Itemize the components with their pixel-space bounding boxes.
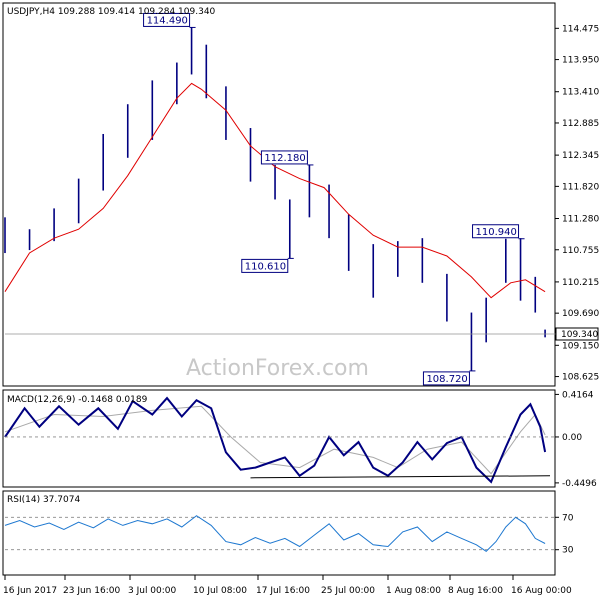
- macd-panel-title: MACD(12,26,9) -0.1468 0.0189: [7, 395, 148, 405]
- price-ytick-label-0: 114.475: [562, 24, 599, 34]
- rsi-line: [4, 515, 546, 552]
- price-ytick-label-11: 108.625: [562, 373, 599, 383]
- macd-support-trendline: [250, 475, 551, 479]
- price-ytick-label-6: 111.280: [562, 215, 599, 225]
- callout-label-4: 108.720: [426, 374, 467, 385]
- xtick-label-0: 16 Jun 2017: [3, 586, 57, 596]
- rsi-ytick-label-1: 30: [562, 546, 574, 556]
- callout-box-4: [422, 371, 470, 386]
- price-ytick-label-5: 111.820: [562, 182, 599, 192]
- price-ytick-label-2: 113.410: [562, 88, 599, 98]
- macd-layer: [4, 396, 555, 484]
- rsi-panel-title: RSI(14) 37.7074: [7, 495, 80, 505]
- macd-ytick-label-1: 0.00: [562, 433, 582, 443]
- macd-line: [4, 396, 547, 484]
- last-price-box: [555, 327, 599, 341]
- callout-label-3: 110.940: [476, 227, 517, 238]
- xtick-label-3: 10 Jul 08:00: [193, 586, 247, 596]
- macd-ytick-label-2: -0.4496: [562, 479, 597, 489]
- xtick-label-8: 16 Aug 00:00: [511, 586, 572, 596]
- price-ytick-label-7: 110.755: [562, 246, 599, 256]
- macd-ytick-label-0: 0.4164: [562, 390, 594, 400]
- price-ytick-label-9: 109.690: [562, 309, 599, 319]
- macd-panel-frame: [2, 389, 556, 488]
- price-ytick-label-4: 112.345: [562, 151, 599, 161]
- price-ytick-label-3: 112.885: [562, 119, 599, 129]
- xtick-label-7: 8 Aug 16:00: [448, 586, 503, 596]
- price-ytick-label-8: 110.215: [562, 278, 599, 288]
- watermark: ActionForex.com: [186, 356, 369, 381]
- xtick-label-4: 17 Jul 16:00: [256, 586, 310, 596]
- last-price-label: 109.340: [561, 330, 598, 340]
- callout-label-1: 112.180: [264, 153, 305, 164]
- rsi-panel-frame: [2, 490, 556, 576]
- callout-box-1: [260, 150, 308, 165]
- chart-title: USDJPY,H4 109.288 109.414 109.284 109.34…: [7, 7, 216, 17]
- xtick-label-5: 25 Jul 00:00: [321, 586, 375, 596]
- callout-box-3: [472, 224, 520, 239]
- xtick-label-1: 23 Jun 16:00: [63, 586, 120, 596]
- callout-label-2: 110.610: [245, 261, 286, 272]
- xtick-label-6: 1 Aug 08:00: [386, 586, 441, 596]
- price-panel-frame: [2, 2, 556, 387]
- moving-average-line: [4, 82, 546, 299]
- price-layer: 114.490 112.180 110.610 110.940 108.720: [4, 12, 556, 386]
- callout-label-0: 114.490: [147, 15, 188, 26]
- price-ytick-label-1: 113.950: [562, 56, 599, 66]
- xtick-label-2: 3 Jul 00:00: [128, 586, 177, 596]
- axis-layer: 114.475 113.950 113.410 112.885 112.345 111.8…: [3, 24, 599, 596]
- callout-box-2: [241, 258, 289, 273]
- rsi-ytick-label-0: 70: [562, 513, 574, 523]
- callout-box-0: [143, 12, 191, 27]
- rsi-layer: [4, 515, 555, 552]
- price-ytick-label-10: 109.150: [562, 341, 599, 351]
